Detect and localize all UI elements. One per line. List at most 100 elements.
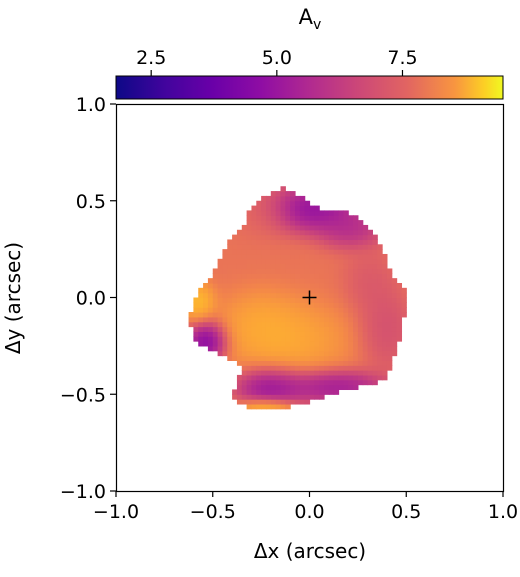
av-map-pixel bbox=[232, 268, 238, 274]
av-map-pixel bbox=[280, 263, 286, 270]
av-map-pixel bbox=[265, 268, 272, 274]
av-map-pixel bbox=[357, 292, 364, 299]
av-map-pixel bbox=[348, 297, 354, 303]
av-map-pixel bbox=[251, 379, 257, 386]
av-map-pixel bbox=[299, 350, 306, 357]
av-map-pixel bbox=[265, 205, 272, 212]
av-map-pixel bbox=[377, 365, 383, 371]
av-map-pixel bbox=[343, 379, 349, 386]
av-map-pixel bbox=[372, 379, 378, 386]
av-map-pixel bbox=[304, 321, 311, 328]
av-map-pixel bbox=[386, 326, 393, 332]
av-map-pixel bbox=[324, 292, 330, 299]
av-map-pixel bbox=[304, 384, 311, 391]
av-map-pixel bbox=[382, 331, 388, 337]
av-map-pixel bbox=[324, 249, 330, 255]
av-map-pixel bbox=[319, 258, 325, 265]
av-map-pixel bbox=[241, 321, 248, 328]
av-map-pixel bbox=[304, 374, 311, 381]
av-map-pixel bbox=[290, 350, 296, 357]
av-map-pixel bbox=[304, 399, 311, 405]
av-map-pixel bbox=[319, 234, 325, 241]
av-map-pixel bbox=[251, 224, 257, 231]
av-map-pixel bbox=[319, 229, 325, 236]
av-map-pixel bbox=[328, 312, 335, 318]
av-map-pixel bbox=[382, 273, 388, 279]
av-map-pixel bbox=[265, 355, 272, 361]
av-map-pixel bbox=[275, 249, 282, 255]
av-map-pixel bbox=[265, 220, 272, 226]
av-map-pixel bbox=[333, 224, 340, 231]
av-map-pixel bbox=[285, 282, 291, 289]
av-map-pixel bbox=[294, 210, 301, 216]
av-map-pixel bbox=[362, 370, 369, 376]
av-map-pixel bbox=[309, 215, 315, 221]
av-map-pixel bbox=[386, 341, 393, 347]
av-map-pixel bbox=[304, 224, 311, 231]
av-map-pixel bbox=[212, 331, 219, 337]
av-map-pixel bbox=[251, 355, 257, 361]
av-map-pixel bbox=[353, 379, 359, 386]
av-map-pixel bbox=[304, 326, 311, 332]
av-map-pixel bbox=[222, 287, 228, 294]
av-map-pixel bbox=[377, 355, 383, 361]
av-map-pixel bbox=[362, 307, 369, 313]
av-map-pixel bbox=[251, 341, 257, 347]
av-map-pixel bbox=[382, 292, 388, 299]
av-map-pixel bbox=[304, 379, 311, 386]
av-map-pixel bbox=[285, 384, 291, 391]
av-map-pixel bbox=[353, 321, 359, 328]
av-map-pixel bbox=[290, 229, 296, 236]
av-map-pixel bbox=[333, 220, 340, 226]
av-map-pixel bbox=[265, 389, 272, 395]
av-map-pixel bbox=[357, 341, 364, 347]
av-map-pixel bbox=[299, 389, 306, 395]
av-map-pixel bbox=[382, 287, 388, 294]
av-map-pixel bbox=[275, 268, 282, 274]
av-map-pixel bbox=[275, 365, 282, 371]
av-map-pixel bbox=[241, 287, 248, 294]
av-map-pixel bbox=[241, 394, 248, 400]
av-map-pixel bbox=[212, 341, 219, 347]
av-map-pixel bbox=[362, 282, 369, 289]
av-map-pixel bbox=[324, 220, 330, 226]
av-map-pixel bbox=[236, 341, 243, 347]
av-map-pixel bbox=[367, 370, 373, 376]
av-map-pixel bbox=[357, 253, 364, 260]
y-tick-label: −1.0 bbox=[60, 481, 106, 503]
av-map-pixel bbox=[372, 312, 378, 318]
av-map-pixel bbox=[338, 307, 344, 313]
av-map-pixel bbox=[328, 389, 335, 395]
av-map-pixel bbox=[353, 229, 359, 236]
av-map-pixel bbox=[227, 263, 233, 270]
av-map-pixel bbox=[362, 312, 369, 318]
av-map-pixel bbox=[280, 326, 286, 332]
av-map-pixel bbox=[348, 350, 354, 357]
av-map-pixel bbox=[367, 312, 373, 318]
av-map-pixel bbox=[275, 234, 282, 241]
av-map-pixel bbox=[314, 220, 320, 226]
av-map-pixel bbox=[285, 302, 291, 308]
av-map-pixel bbox=[304, 244, 311, 250]
av-map-pixel bbox=[280, 191, 286, 197]
av-map-pixel bbox=[314, 326, 320, 332]
av-map-pixel bbox=[328, 268, 335, 274]
av-map-pixel bbox=[372, 374, 378, 381]
av-map-pixel bbox=[314, 249, 320, 255]
av-map-pixel bbox=[348, 321, 354, 328]
av-map-pixel bbox=[265, 229, 272, 236]
av-map-pixel bbox=[285, 297, 291, 303]
av-map-pixel bbox=[217, 297, 224, 303]
av-map-pixel bbox=[261, 282, 267, 289]
av-map-pixel bbox=[280, 229, 286, 236]
av-map-pixel bbox=[328, 341, 335, 347]
av-map-pixel bbox=[246, 253, 253, 260]
av-map-pixel bbox=[294, 374, 301, 381]
av-map-pixel bbox=[348, 302, 354, 308]
av-map-pixel bbox=[362, 229, 369, 236]
av-map-pixel bbox=[251, 258, 257, 265]
av-map-pixel bbox=[217, 345, 224, 352]
av-map-pixel bbox=[294, 273, 301, 279]
av-map-pixel bbox=[198, 307, 204, 313]
av-map-pixel bbox=[285, 220, 291, 226]
